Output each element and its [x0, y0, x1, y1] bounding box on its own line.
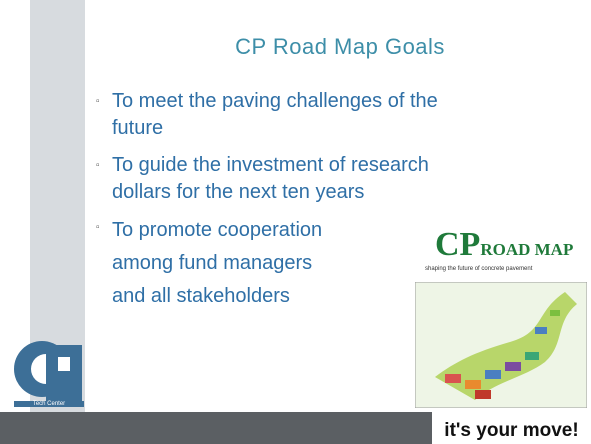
bullet-marker: ▫ [96, 214, 100, 241]
logo-road-map: ROAD MAP [480, 240, 573, 259]
bullet: ▫ To guide the investment of research do… [112, 152, 429, 206]
tile [475, 390, 491, 399]
logo-cp: CP [435, 226, 480, 263]
bullet-line: and all stakeholders [112, 280, 322, 313]
cp-logo [12, 335, 86, 403]
bullet-line: To meet the paving challenges of the [112, 88, 438, 115]
logo-p [46, 345, 82, 401]
logo-tagline: shaping the future of concrete pavement [425, 266, 591, 272]
logo-caption: Tech Center [14, 401, 84, 407]
bottom-band [0, 412, 432, 444]
bullet-marker: ▫ [96, 88, 100, 115]
bullet-marker: ▫ [96, 152, 100, 179]
tile [550, 310, 560, 316]
tile [535, 327, 547, 334]
bullet-line: To guide the investment of research [112, 152, 429, 179]
slide-title: CP Road Map Goals [100, 34, 580, 60]
tile [505, 362, 521, 371]
roadmap-logo: CPROAD MAP [435, 226, 591, 264]
bullet: ▫ To promote cooperation among fund mana… [112, 214, 322, 313]
bullet-line: To promote cooperation [112, 214, 322, 247]
tile [465, 380, 481, 389]
slide: CP Road Map Goals ▫ To meet the paving c… [0, 0, 591, 444]
tile [485, 370, 501, 379]
bullet-line: among fund managers [112, 247, 322, 280]
bullet: ▫ To meet the paving challenges of the f… [112, 88, 438, 142]
tile [445, 374, 461, 383]
tile [525, 352, 539, 360]
road-graphic [415, 282, 587, 408]
tagline: it's your move! [432, 417, 591, 444]
bullet-line: dollars for the next ten years [112, 179, 429, 206]
logo-p-hole [58, 357, 70, 371]
bullet-line: future [112, 115, 438, 142]
